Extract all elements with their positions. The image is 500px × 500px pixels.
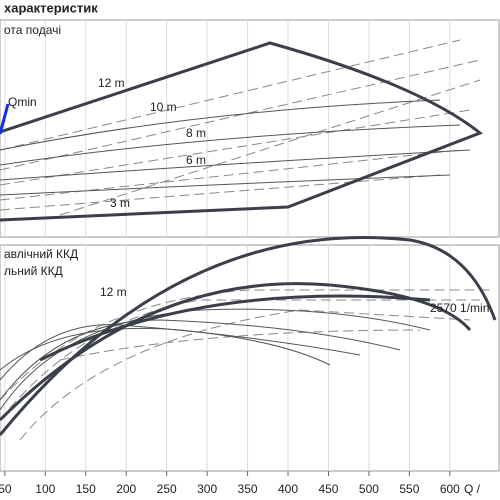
annotation: 2570 1/min bbox=[430, 301, 489, 315]
x-tick-label: 500 bbox=[359, 482, 379, 496]
x-tick-label: 100 bbox=[35, 482, 55, 496]
x-tick-label: 200 bbox=[116, 482, 136, 496]
annotation: 12 m bbox=[98, 76, 125, 90]
chart-title: характеристик bbox=[4, 0, 98, 15]
top-panel bbox=[0, 19, 500, 238]
x-tick-label: 150 bbox=[76, 482, 96, 496]
x-tick-label: 550 bbox=[399, 482, 419, 496]
x-tick-label: 450 bbox=[318, 482, 338, 496]
x-tick-label: 300 bbox=[197, 482, 217, 496]
annotation: 3 m bbox=[110, 196, 130, 210]
head-curves bbox=[0, 39, 483, 222]
efficiency-curves bbox=[0, 236, 497, 441]
x-tick-label: 600 bbox=[440, 482, 460, 496]
panel-label: льний ККД bbox=[4, 264, 63, 278]
bottom-panel bbox=[0, 244, 500, 472]
panel-label: ота подачі bbox=[4, 23, 61, 37]
annotation: 8 m bbox=[186, 126, 206, 140]
x-axis-label: Q / bbox=[464, 482, 481, 496]
annotation: 12 m bbox=[100, 285, 127, 299]
x-tick-label: 250 bbox=[157, 482, 177, 496]
x-tick-label: 400 bbox=[278, 482, 298, 496]
panel-label: авлічний ККД bbox=[4, 247, 78, 261]
x-tick-label: 50 bbox=[0, 482, 12, 496]
annotation: 6 m bbox=[186, 153, 206, 167]
x-tick-label: 350 bbox=[238, 482, 258, 496]
annotation: 10 m bbox=[150, 100, 177, 114]
annotation: Qmin bbox=[8, 95, 37, 109]
